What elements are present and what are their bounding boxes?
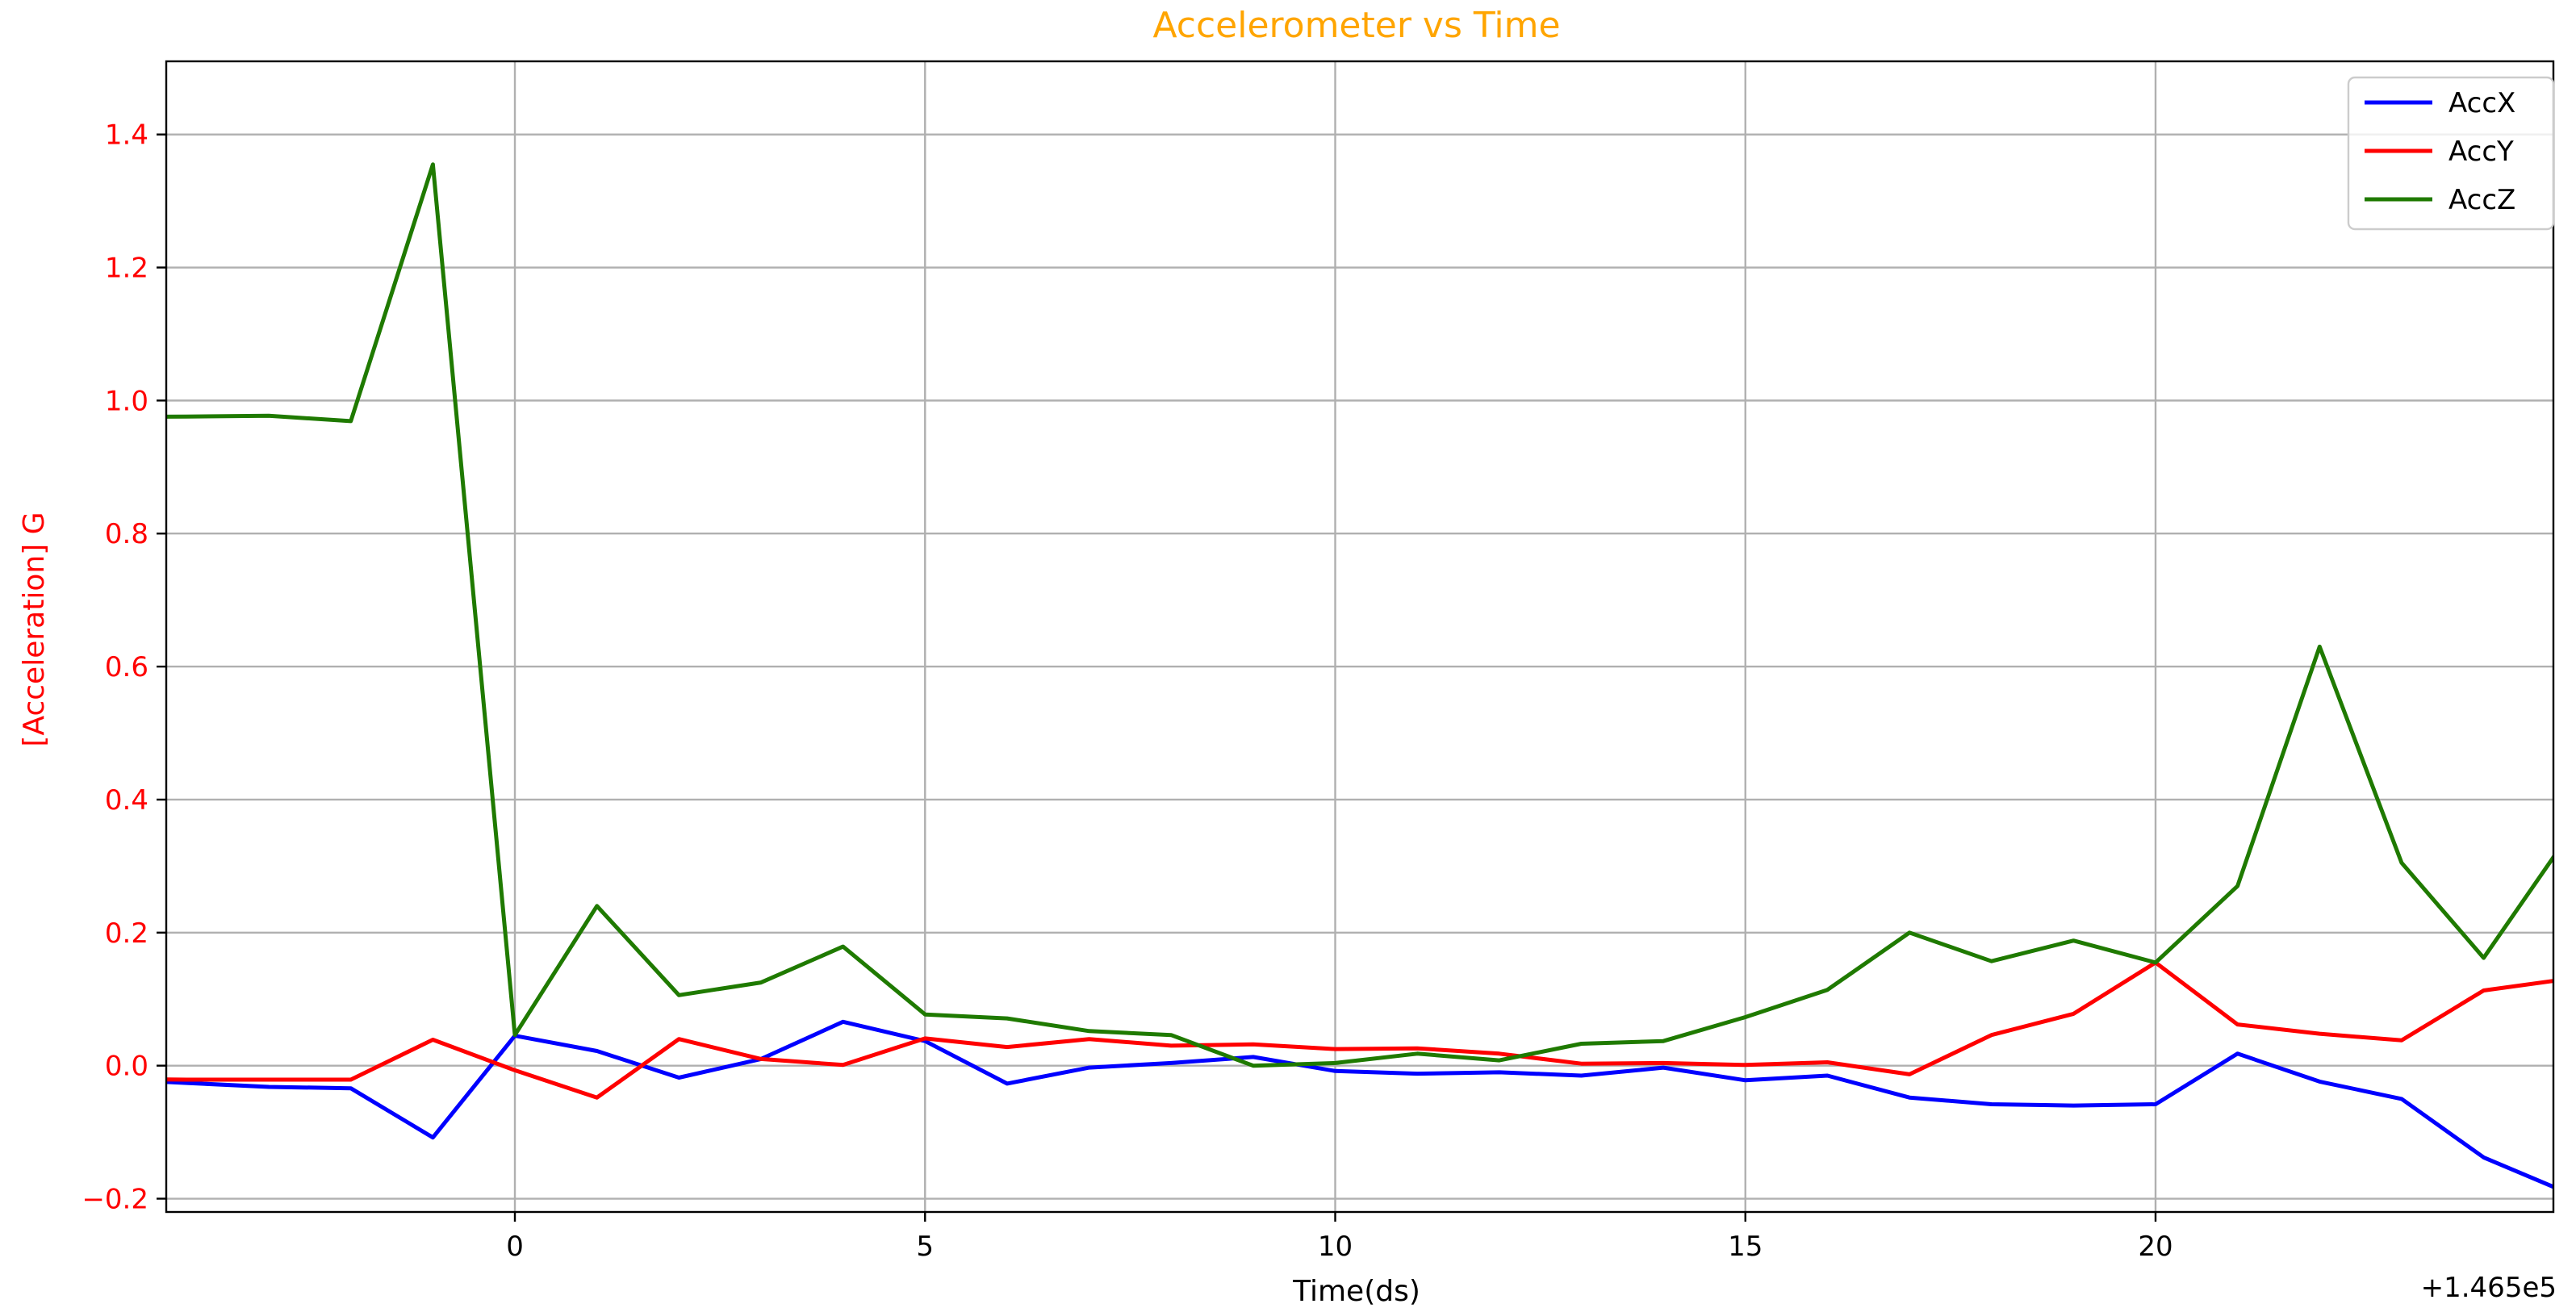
chart-title: Accelerometer vs Time (1152, 5, 1560, 46)
y-axis-label: [Acceleration] G (18, 512, 51, 746)
series-lines (166, 162, 2553, 1189)
y-tick-label: 0.8 (105, 518, 148, 550)
axis-ticks: 0 5 10 15 20 −0.2 0.0 0.2 0.4 0.6 0.8 1.0 1.2 1.4 (82, 119, 2172, 1263)
plot-frame (165, 60, 2555, 1214)
y-tick-label: 0.6 (105, 651, 148, 683)
y-tick-label: 0.4 (105, 784, 148, 817)
x-axis-offset: +1.465e5 (2421, 1272, 2557, 1304)
x-tick-label: 20 (2138, 1231, 2172, 1263)
legend-label-accx: AccX (2448, 87, 2515, 119)
series-line-accz (166, 162, 2553, 1068)
x-tick-label: 0 (506, 1231, 524, 1263)
y-tick-label: 0.0 (105, 1051, 148, 1083)
legend-box (2347, 76, 2555, 231)
legend-label-accz: AccZ (2448, 184, 2515, 216)
y-tick-label: 1.2 (105, 253, 148, 285)
x-tick-label: 15 (1728, 1231, 1763, 1263)
y-tick-label: 1.0 (105, 385, 148, 417)
y-tick-label: 0.2 (105, 917, 148, 950)
x-tick-label: 5 (916, 1231, 934, 1263)
y-tick-label: 1.4 (105, 119, 148, 152)
grid (166, 61, 2553, 1212)
legend: AccX AccY AccZ (2347, 76, 2555, 231)
y-tick-label: −0.2 (82, 1184, 148, 1216)
legend-label-accy: AccY (2448, 136, 2514, 168)
x-axis-label: Time(ds) (1292, 1275, 1420, 1308)
x-tick-label: 10 (1318, 1231, 1353, 1263)
